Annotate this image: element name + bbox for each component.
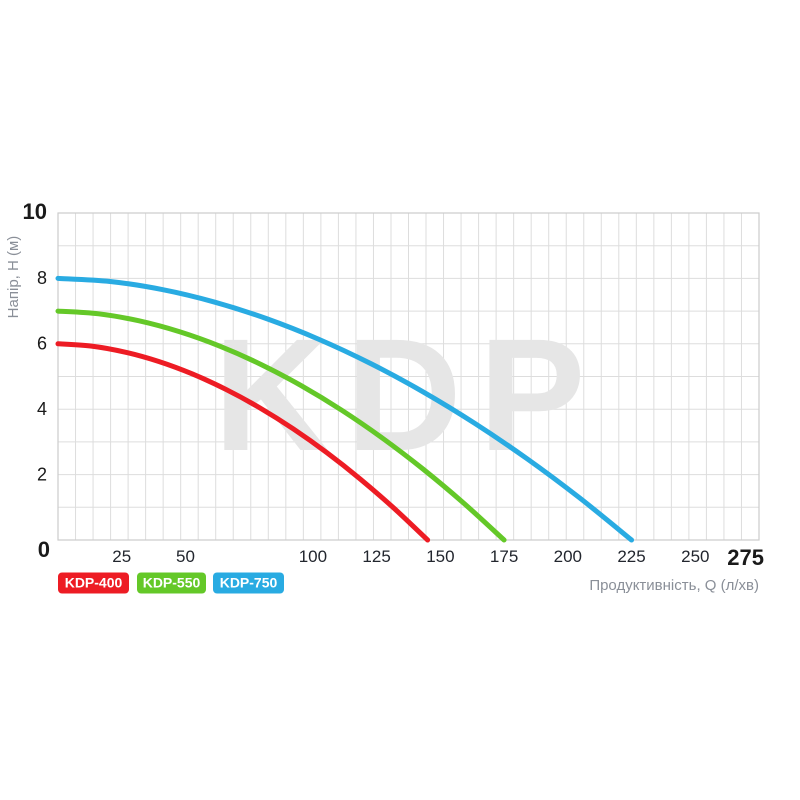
svg-text:225: 225	[617, 547, 645, 566]
svg-text:KDP-550: KDP-550	[143, 575, 201, 591]
svg-text:25: 25	[112, 547, 131, 566]
svg-text:125: 125	[362, 547, 390, 566]
svg-text:0: 0	[38, 537, 50, 562]
svg-text:Продуктивність, Q (л/хв): Продуктивність, Q (л/хв)	[589, 577, 759, 594]
svg-text:250: 250	[681, 547, 709, 566]
svg-text:10: 10	[23, 199, 47, 224]
svg-text:150: 150	[426, 547, 454, 566]
svg-text:KDP-400: KDP-400	[65, 575, 123, 591]
svg-text:8: 8	[37, 268, 47, 288]
svg-text:100: 100	[299, 547, 327, 566]
svg-text:Напір, Н (м): Напір, Н (м)	[5, 236, 22, 319]
svg-text:200: 200	[554, 547, 582, 566]
svg-text:KDP-750: KDP-750	[220, 575, 278, 591]
svg-text:50: 50	[176, 547, 195, 566]
svg-text:2: 2	[37, 464, 47, 484]
svg-text:4: 4	[37, 399, 47, 419]
svg-text:6: 6	[37, 334, 47, 354]
svg-text:275: 275	[727, 545, 764, 570]
svg-text:175: 175	[490, 547, 518, 566]
